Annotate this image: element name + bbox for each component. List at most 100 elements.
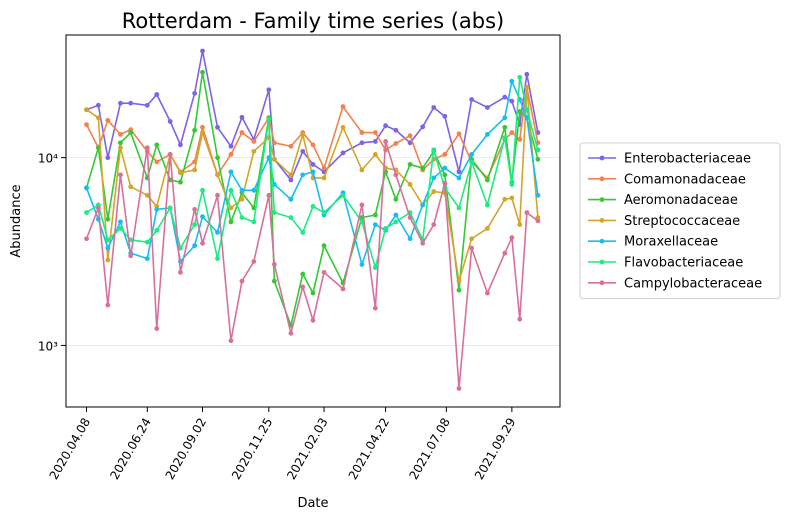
data-point xyxy=(288,215,294,220)
data-point xyxy=(310,317,316,323)
legend-label: Flavobacteriaceae xyxy=(624,256,743,271)
data-point xyxy=(271,156,277,162)
data-point xyxy=(192,90,198,96)
data-point xyxy=(228,169,234,175)
data-point xyxy=(484,131,490,137)
data-point xyxy=(420,165,426,171)
data-point xyxy=(456,205,462,211)
data-point xyxy=(420,124,426,130)
chart-title: Rotterdam - Family time series (abs) xyxy=(122,9,505,33)
data-point xyxy=(200,69,205,75)
data-point xyxy=(105,257,111,263)
data-point xyxy=(535,192,541,198)
data-point xyxy=(228,187,234,193)
plot-frame xyxy=(65,34,561,408)
data-point xyxy=(502,94,508,100)
data-point xyxy=(340,286,346,292)
data-point xyxy=(154,159,160,165)
data-point xyxy=(310,169,316,175)
data-point xyxy=(154,142,160,148)
data-point xyxy=(144,145,150,151)
data-point xyxy=(271,262,277,267)
data-point xyxy=(469,152,475,157)
data-point xyxy=(128,130,134,135)
data-point xyxy=(340,150,346,156)
data-point xyxy=(154,227,160,233)
data-point xyxy=(383,139,389,144)
data-point xyxy=(469,245,475,251)
data-point xyxy=(420,240,426,246)
series-line xyxy=(86,87,539,282)
data-point xyxy=(442,113,448,119)
data-point xyxy=(178,179,183,185)
data-point xyxy=(393,212,399,218)
data-point xyxy=(359,130,365,135)
data-point xyxy=(239,130,245,135)
legend-label: Enterobacteriaceae xyxy=(624,152,751,167)
data-point xyxy=(215,172,220,178)
data-point xyxy=(359,219,365,225)
data-point xyxy=(128,253,134,259)
legend-label: Moraxellaceae xyxy=(624,235,718,250)
data-point xyxy=(372,265,378,270)
data-point xyxy=(251,139,257,144)
data-point xyxy=(118,131,123,137)
data-point xyxy=(105,245,111,251)
legend-marker xyxy=(599,176,605,182)
data-point xyxy=(266,155,272,161)
data-point xyxy=(372,130,378,135)
data-point xyxy=(340,104,346,110)
data-point xyxy=(359,262,365,267)
data-point xyxy=(105,302,111,308)
legend-marker xyxy=(599,238,605,244)
legend-label: Streptococcaceae xyxy=(624,214,740,229)
data-point xyxy=(178,170,183,176)
x-axis-label: Date xyxy=(297,496,328,511)
data-point xyxy=(393,196,399,202)
data-point xyxy=(118,100,123,106)
data-point xyxy=(192,222,198,228)
data-point xyxy=(310,162,316,167)
data-point xyxy=(251,187,257,193)
data-point xyxy=(442,180,448,186)
data-point xyxy=(393,141,399,146)
data-point xyxy=(442,165,448,171)
data-point xyxy=(200,187,205,193)
legend-label: Aeromonadaceae xyxy=(624,193,738,208)
data-point xyxy=(442,152,448,157)
legend-marker xyxy=(599,259,605,265)
data-point xyxy=(128,100,134,106)
data-point xyxy=(359,167,365,173)
series-line xyxy=(85,72,539,329)
data-point xyxy=(517,137,523,142)
data-point xyxy=(524,107,530,113)
data-point xyxy=(484,225,490,231)
legend-label: Campylobacteraceae xyxy=(624,276,762,291)
data-point xyxy=(502,250,508,256)
data-point xyxy=(393,219,399,225)
data-point xyxy=(192,207,198,212)
data-point xyxy=(105,155,111,161)
data-point xyxy=(321,175,327,181)
data-point xyxy=(407,133,413,139)
data-point xyxy=(340,124,346,130)
data-point xyxy=(517,74,523,80)
legend-label: Comamonadaceae xyxy=(624,172,746,187)
data-point xyxy=(456,287,462,293)
data-point xyxy=(228,205,234,211)
data-point xyxy=(524,210,530,215)
data-point xyxy=(154,326,160,331)
legend-marker xyxy=(599,280,605,286)
data-point xyxy=(535,215,541,220)
data-point xyxy=(407,236,413,242)
data-point xyxy=(154,92,160,97)
data-point xyxy=(105,117,111,123)
data-point xyxy=(251,219,257,225)
data-point xyxy=(167,152,173,157)
data-point xyxy=(95,102,101,108)
data-point xyxy=(167,118,173,124)
data-point xyxy=(200,240,205,246)
legend-marker xyxy=(599,218,605,223)
data-point xyxy=(215,256,220,262)
